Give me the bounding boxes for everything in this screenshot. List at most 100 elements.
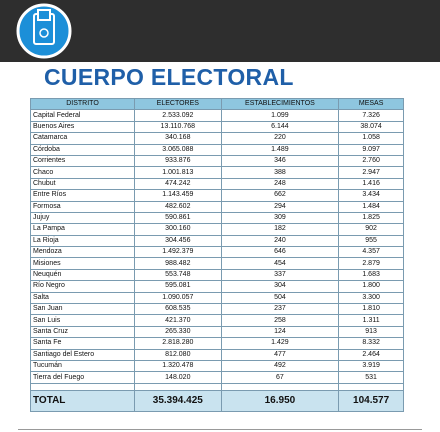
table-cell: 1.001.813 bbox=[134, 166, 222, 179]
table-cell: 248 bbox=[220, 177, 340, 191]
table-cell: 454 bbox=[220, 257, 340, 270]
table-cell: 595.081 bbox=[134, 280, 222, 293]
table-cell: Chubut bbox=[30, 177, 135, 191]
table-row: Buenos Aires 13.110.768 6.144 38.074 bbox=[30, 120, 404, 134]
table-cell: 608.535 bbox=[134, 303, 222, 316]
table-cell: 220 bbox=[220, 132, 340, 145]
table-cell: 2.818.280 bbox=[134, 337, 222, 350]
column-header: MESAS bbox=[338, 97, 404, 111]
table-cell: Neuquén bbox=[30, 268, 135, 282]
table-row: Tucumán 1.320.478 492 3.919 bbox=[30, 359, 404, 373]
table-cell: Córdoba bbox=[30, 143, 135, 156]
table-cell: 1.484 bbox=[338, 200, 404, 213]
table-cell: 346 bbox=[220, 154, 340, 168]
table-cell: Salta bbox=[30, 291, 135, 305]
table-cell: Formosa bbox=[30, 200, 135, 213]
table-cell: 1.492.379 bbox=[134, 246, 222, 259]
table-cell: Santiago del Estero bbox=[30, 348, 135, 362]
table-cell: La Rioja bbox=[30, 234, 135, 248]
table-row: Tierra del Fuego 148.020 67 531 bbox=[30, 371, 404, 384]
table-cell: San Luis bbox=[30, 314, 135, 327]
table-cell: Capital Federal bbox=[30, 109, 135, 122]
table-row: Mendoza 1.492.379 646 4.357 bbox=[30, 246, 404, 259]
top-bar bbox=[0, 0, 440, 62]
table-cell: 309 bbox=[220, 211, 340, 225]
table-cell: Mendoza bbox=[30, 246, 135, 259]
table-cell: 913 bbox=[338, 325, 404, 339]
table-cell: 531 bbox=[338, 371, 404, 384]
table-cell: 492 bbox=[220, 359, 340, 373]
table-cell: 662 bbox=[220, 189, 340, 202]
table-cell: Santa Cruz bbox=[30, 325, 135, 339]
spacer-cell bbox=[134, 382, 222, 391]
spacer-cell bbox=[30, 382, 135, 391]
total-cell: 104.577 bbox=[338, 389, 404, 412]
table-cell: 1.800 bbox=[338, 280, 404, 293]
table-row: San Luis 421.370 258 1.311 bbox=[30, 314, 404, 327]
ballot-icon bbox=[16, 3, 72, 59]
table-cell: 258 bbox=[220, 314, 340, 327]
table-cell: 482.602 bbox=[134, 200, 222, 213]
header-row: DISTRITO ELECTORES ESTABLECIMIENTOS MESAS bbox=[30, 97, 404, 111]
table-cell: Catamarca bbox=[30, 132, 135, 145]
table-body: Capital Federal 2.533.092 1.099 7.326 Buenos… bbox=[30, 109, 404, 412]
table-row: La Pampa 300.160 182 902 bbox=[30, 223, 404, 236]
table-row: Río Negro 595.081 304 1.800 bbox=[30, 280, 404, 293]
table-cell: 124 bbox=[220, 325, 340, 339]
table-cell: 1.683 bbox=[338, 268, 404, 282]
table-cell: 1.489 bbox=[220, 143, 340, 156]
table-row: Santa Fe 2.818.280 1.429 8.332 bbox=[30, 337, 404, 350]
table-cell: 1.810 bbox=[338, 303, 404, 316]
spacer-cell bbox=[338, 382, 404, 391]
footer-line bbox=[18, 429, 422, 430]
table-cell: Tierra del Fuego bbox=[30, 371, 135, 384]
table: DISTRITO ELECTORES ESTABLECIMIENTOS MESAS C… bbox=[30, 97, 404, 412]
column-header: DISTRITO bbox=[30, 97, 135, 111]
table-cell: 955 bbox=[338, 234, 404, 248]
table-cell: 304.456 bbox=[134, 234, 222, 248]
table-cell: 8.332 bbox=[338, 337, 404, 350]
table-cell: Santa Fe bbox=[30, 337, 135, 350]
table-cell: 3.065.088 bbox=[134, 143, 222, 156]
table-row: Capital Federal 2.533.092 1.099 7.326 bbox=[30, 109, 404, 122]
table-cell: Jujuy bbox=[30, 211, 135, 225]
table-cell: 1.058 bbox=[338, 132, 404, 145]
table-cell: 3.300 bbox=[338, 291, 404, 305]
spacer-cell bbox=[220, 382, 340, 391]
table-row: Formosa 482.602 294 1.484 bbox=[30, 200, 404, 213]
table-cell: 590.861 bbox=[134, 211, 222, 225]
total-row: TOTAL 35.394.425 16.950 104.577 bbox=[30, 389, 404, 412]
table-row: Corrientes 933.876 346 2.760 bbox=[30, 154, 404, 168]
table-cell: La Pampa bbox=[30, 223, 135, 236]
table-cell: 2.947 bbox=[338, 166, 404, 179]
table-cell: 646 bbox=[220, 246, 340, 259]
table-cell: 3.434 bbox=[338, 189, 404, 202]
table-cell: 240 bbox=[220, 234, 340, 248]
table-cell: 6.144 bbox=[220, 120, 340, 134]
table-cell: 7.326 bbox=[338, 109, 404, 122]
table-cell: 237 bbox=[220, 303, 340, 316]
table-row: Salta 1.090.057 504 3.300 bbox=[30, 291, 404, 305]
title: CUERPO ELECTORAL bbox=[44, 64, 294, 90]
table-cell: 294 bbox=[220, 200, 340, 213]
table-cell: Buenos Aires bbox=[30, 120, 135, 134]
table-cell: 3.919 bbox=[338, 359, 404, 373]
table-cell: 474.242 bbox=[134, 177, 222, 191]
table-cell: Chaco bbox=[30, 166, 135, 179]
table-cell: 1.099 bbox=[220, 109, 340, 122]
table-cell: Tucumán bbox=[30, 359, 135, 373]
table-row: Neuquén 553.748 337 1.683 bbox=[30, 268, 404, 282]
table-cell: 2.879 bbox=[338, 257, 404, 270]
table-cell: 812.080 bbox=[134, 348, 222, 362]
table-row: Chaco 1.001.813 388 2.947 bbox=[30, 166, 404, 179]
table-row: Córdoba 3.065.088 1.489 9.097 bbox=[30, 143, 404, 156]
table-cell: 304 bbox=[220, 280, 340, 293]
total-cell: 35.394.425 bbox=[134, 389, 222, 412]
table-cell: Entre Ríos bbox=[30, 189, 135, 202]
table-cell: 553.748 bbox=[134, 268, 222, 282]
table-cell: 148.020 bbox=[134, 371, 222, 384]
table-cell: 38.074 bbox=[338, 120, 404, 134]
table-cell: 13.110.768 bbox=[134, 120, 222, 134]
table-cell: 337 bbox=[220, 268, 340, 282]
